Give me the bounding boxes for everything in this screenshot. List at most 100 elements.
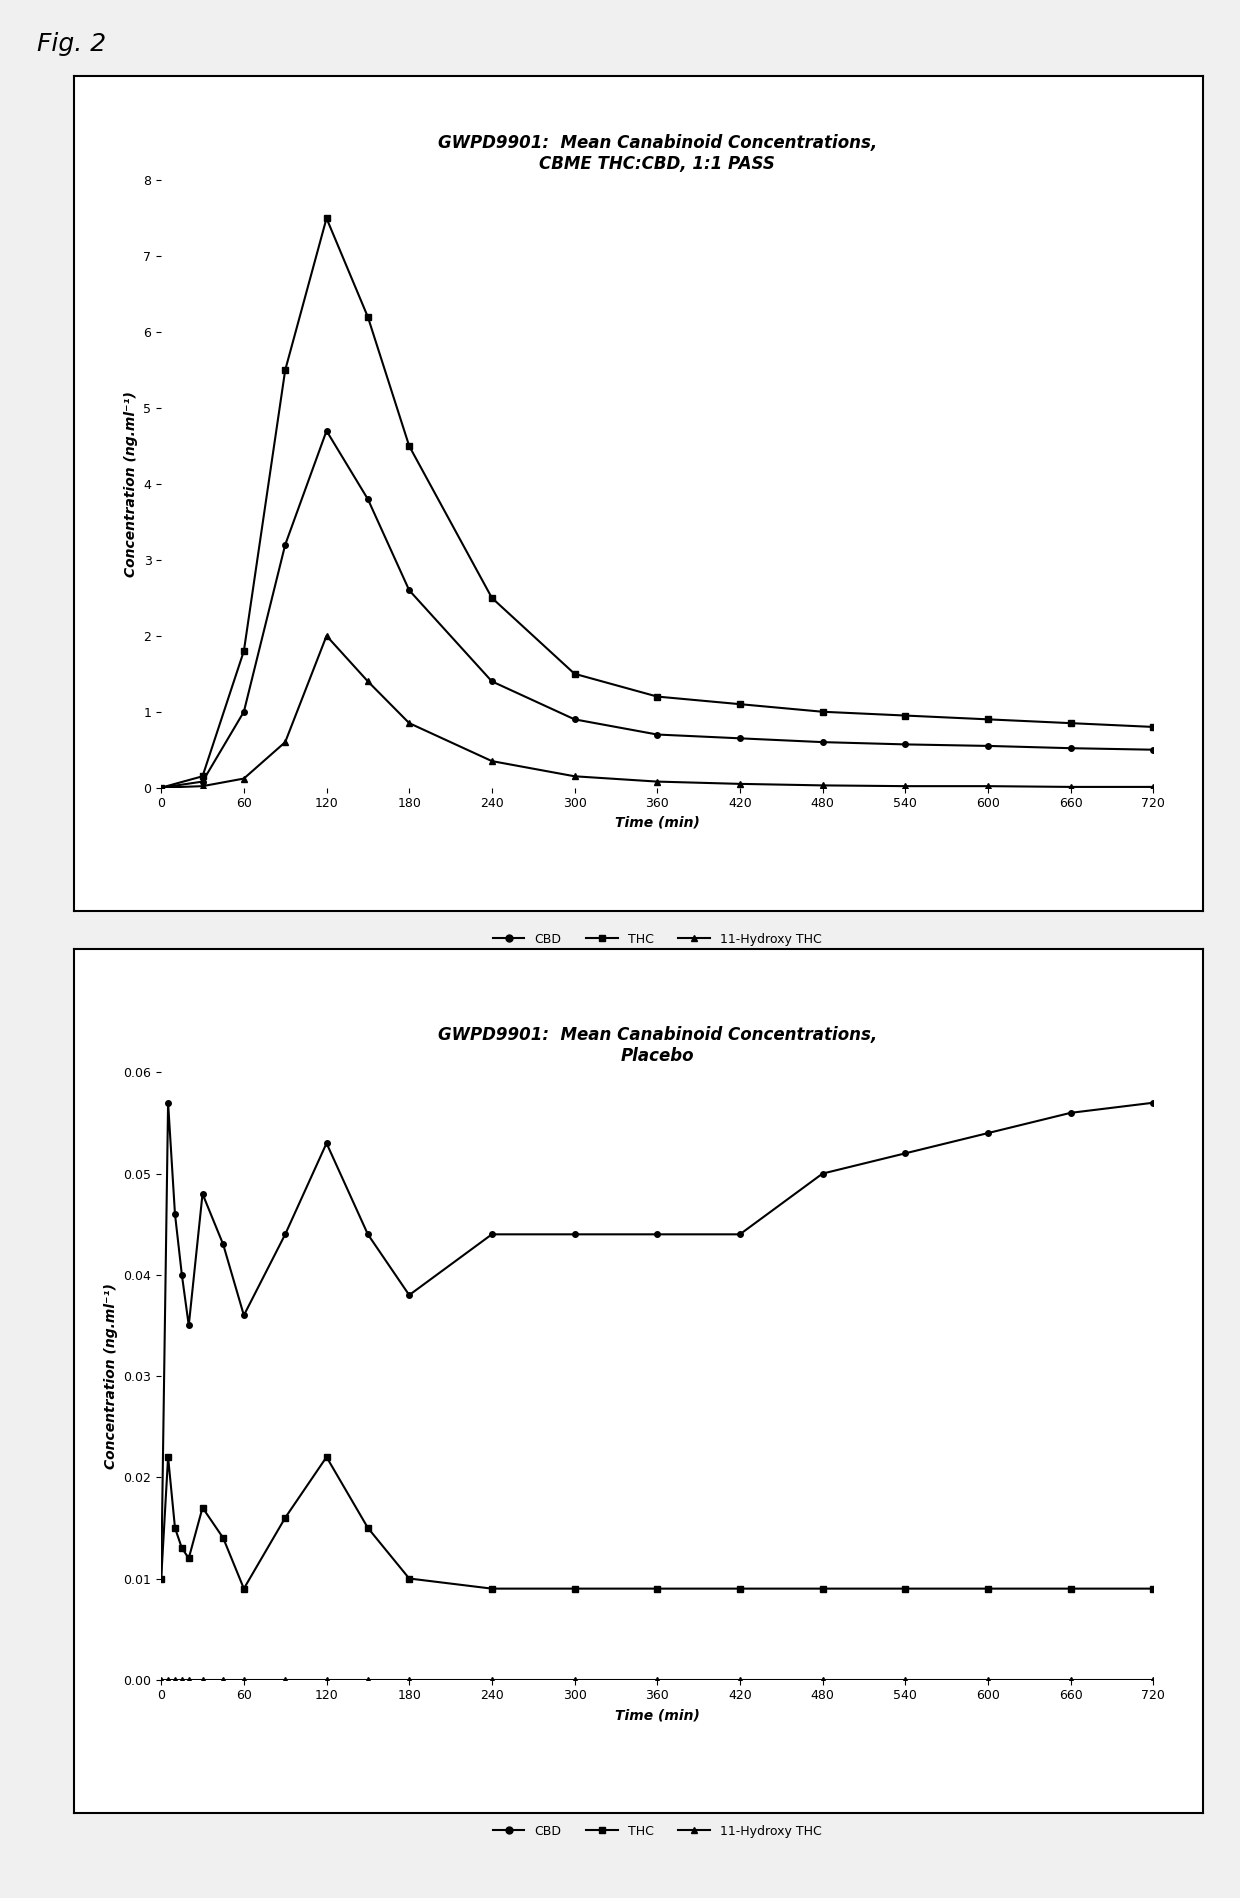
THC [402,435,417,457]
Title: GWPD9901:  Mean Canabinoid Concentrations,
Placebo: GWPD9901: Mean Canabinoid Concentrations… [438,1027,877,1065]
X-axis label: Time (min): Time (min) [615,1708,699,1721]
THC [361,306,376,328]
CBD [815,1162,830,1184]
THC [361,1517,376,1539]
THC [195,765,210,788]
THC [167,1517,182,1539]
THC [485,586,500,609]
THC [237,1577,252,1600]
THC [161,1446,176,1469]
THC [181,1547,196,1570]
11-Hydroxy THC [815,1668,830,1691]
11-Hydroxy THC [733,772,748,795]
THC [1146,1577,1161,1600]
11-Hydroxy THC [161,1668,176,1691]
CBD [237,700,252,723]
11-Hydroxy THC [175,1668,190,1691]
CBD [567,1222,582,1245]
CBD [815,731,830,754]
11-Hydroxy THC [650,771,665,793]
THC [154,776,169,799]
11-Hydroxy THC [1063,1668,1078,1691]
THC [237,640,252,662]
CBD [898,1143,913,1165]
11-Hydroxy THC [319,1668,334,1691]
11-Hydroxy THC [195,774,210,797]
CBD [1146,1091,1161,1114]
CBD [402,579,417,602]
CBD [175,1264,190,1287]
CBD [216,1234,231,1256]
THC [278,359,293,381]
THC [650,1577,665,1600]
11-Hydroxy THC [650,1668,665,1691]
CBD [361,488,376,511]
CBD [898,733,913,755]
11-Hydroxy THC [319,624,334,647]
THC [402,1568,417,1591]
CBD [733,727,748,750]
11-Hydroxy THC [278,1668,293,1691]
CBD [981,1122,996,1144]
CBD [485,1222,500,1245]
11-Hydroxy THC [154,776,169,799]
THC [567,1577,582,1600]
Title: GWPD9901:  Mean Canabinoid Concentrations,
CBME THC:CBD, 1:1 PASS: GWPD9901: Mean Canabinoid Concentrations… [438,135,877,173]
CBD [650,1222,665,1245]
CBD [981,735,996,757]
Text: Fig. 2: Fig. 2 [37,32,107,57]
CBD [733,1222,748,1245]
THC [733,1577,748,1600]
CBD [361,1222,376,1245]
11-Hydroxy THC [402,712,417,735]
THC [898,704,913,727]
CBD [237,1304,252,1327]
11-Hydroxy THC [567,1668,582,1691]
11-Hydroxy THC [195,1668,210,1691]
THC [567,662,582,685]
CBD [278,533,293,556]
THC [1063,712,1078,735]
Y-axis label: Concentration (ng.ml⁻¹): Concentration (ng.ml⁻¹) [124,391,138,577]
11-Hydroxy THC [278,731,293,754]
11-Hydroxy THC [815,774,830,797]
Line: 11-Hydroxy THC: 11-Hydroxy THC [159,1678,1156,1682]
CBD [319,419,334,442]
11-Hydroxy THC [898,1668,913,1691]
CBD [1063,736,1078,759]
11-Hydroxy THC [733,1668,748,1691]
THC [195,1496,210,1518]
11-Hydroxy THC [1063,776,1078,799]
THC [319,1446,334,1469]
11-Hydroxy THC [237,767,252,790]
THC [1063,1577,1078,1600]
11-Hydroxy THC [154,1668,169,1691]
Line: THC: THC [159,216,1156,790]
11-Hydroxy THC [402,1668,417,1691]
THC [981,1577,996,1600]
Y-axis label: Concentration (ng.ml⁻¹): Concentration (ng.ml⁻¹) [104,1283,118,1469]
THC [319,207,334,230]
THC [485,1577,500,1600]
11-Hydroxy THC [485,1668,500,1691]
11-Hydroxy THC [1146,776,1161,799]
THC [154,1568,169,1591]
CBD [278,1222,293,1245]
CBD [650,723,665,746]
THC [815,700,830,723]
11-Hydroxy THC [981,1668,996,1691]
11-Hydroxy THC [485,750,500,772]
THC [898,1577,913,1600]
CBD [319,1131,334,1154]
Legend: CBD, THC, 11-Hydroxy THC: CBD, THC, 11-Hydroxy THC [489,928,826,951]
11-Hydroxy THC [181,1668,196,1691]
THC [650,685,665,708]
CBD [161,1091,176,1114]
CBD [154,1568,169,1591]
THC [278,1507,293,1530]
11-Hydroxy THC [1146,1668,1161,1691]
THC [216,1526,231,1549]
THC [175,1537,190,1560]
CBD [567,708,582,731]
THC [981,708,996,731]
